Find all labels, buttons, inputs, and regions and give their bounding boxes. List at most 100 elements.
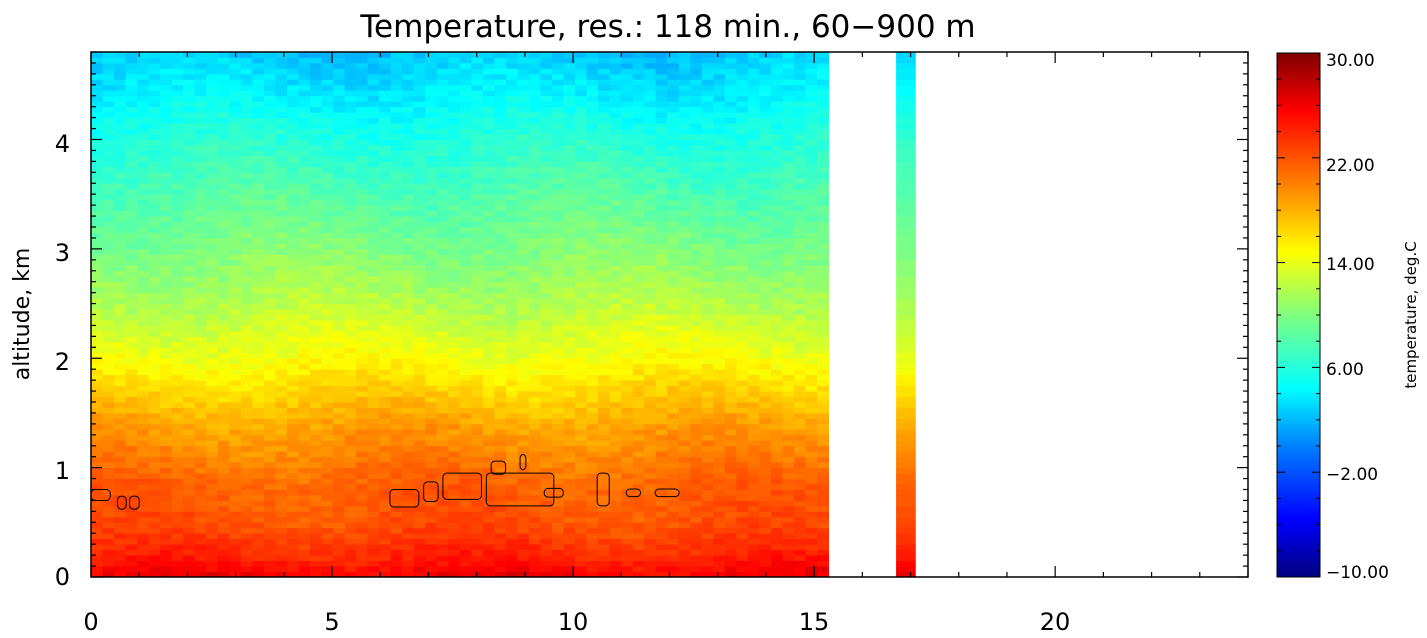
heatmap-cell — [402, 106, 415, 113]
heatmap-cell — [655, 106, 668, 113]
heatmap-cell — [609, 555, 622, 561]
heatmap-cell — [229, 57, 242, 64]
heatmap-cell — [367, 221, 380, 228]
heatmap-cell — [517, 341, 530, 348]
heatmap-cell — [644, 90, 657, 97]
heatmap-cell — [206, 478, 219, 485]
heatmap-cell — [402, 254, 415, 261]
heatmap-cell — [655, 560, 668, 567]
heatmap-cell — [413, 429, 426, 436]
heatmap-cell — [183, 445, 196, 452]
heatmap-cell — [505, 407, 518, 414]
heatmap-cell — [436, 309, 449, 315]
heatmap-cell — [494, 571, 507, 578]
heatmap-cell — [160, 248, 173, 255]
heatmap-cell — [194, 538, 207, 545]
heatmap-cell — [390, 418, 403, 425]
heatmap-cell — [609, 128, 622, 135]
heatmap-cell — [125, 549, 138, 556]
heatmap-cell — [206, 440, 219, 447]
heatmap-cell — [655, 484, 668, 490]
heatmap-cell — [505, 363, 518, 370]
heatmap-cell — [263, 155, 276, 162]
heatmap-cell — [125, 544, 138, 551]
heatmap-cell — [240, 385, 253, 392]
heatmap-cell — [229, 194, 242, 201]
heatmap-cell — [160, 358, 173, 365]
heatmap-cell — [586, 445, 599, 452]
heatmap-cell — [655, 139, 668, 146]
heatmap-cell — [240, 112, 253, 119]
heatmap-cell — [321, 560, 334, 567]
heatmap-cell — [217, 232, 230, 239]
heatmap-cell — [229, 451, 242, 458]
heatmap-cell — [632, 112, 645, 119]
heatmap-cell — [632, 243, 645, 250]
heatmap-cell — [528, 134, 541, 140]
heatmap-cell — [540, 243, 553, 250]
heatmap-cell — [471, 555, 484, 561]
heatmap-cell — [240, 161, 253, 168]
heatmap-cell — [114, 227, 126, 233]
heatmap-cell — [125, 90, 138, 97]
heatmap-cell — [540, 516, 553, 523]
heatmap-cell — [379, 276, 392, 283]
heatmap-cell — [494, 566, 507, 572]
heatmap-cell — [425, 451, 438, 458]
heatmap-cell — [632, 429, 645, 436]
heatmap-cell — [551, 161, 564, 168]
heatmap-cell — [413, 527, 426, 534]
heatmap-cell — [644, 358, 657, 365]
heatmap-cell — [575, 363, 587, 370]
heatmap-cell — [413, 210, 426, 217]
heatmap-cell — [171, 494, 184, 501]
heatmap-cell — [655, 101, 668, 108]
heatmap-cell — [402, 571, 415, 578]
heatmap-cell — [540, 527, 553, 534]
heatmap-cell — [91, 527, 103, 534]
heatmap-cell — [551, 101, 564, 108]
heatmap-cell — [425, 407, 438, 414]
heatmap-cell — [586, 407, 599, 414]
heatmap-cell — [194, 73, 207, 80]
heatmap-cell — [344, 467, 357, 474]
heatmap-cell — [517, 73, 530, 80]
heatmap-cell — [390, 95, 403, 102]
heatmap-cell — [356, 166, 368, 173]
heatmap-cell — [494, 325, 507, 332]
heatmap-cell — [551, 62, 564, 69]
heatmap-cell — [413, 533, 426, 540]
heatmap-cell — [678, 210, 691, 217]
heatmap-cell — [621, 385, 634, 392]
heatmap-cell — [91, 522, 103, 529]
heatmap-cell — [494, 177, 507, 184]
heatmap-cell — [344, 210, 357, 217]
heatmap-cell — [252, 347, 265, 354]
heatmap-cell — [379, 549, 392, 556]
heatmap-cell — [425, 467, 438, 474]
heatmap-cell — [667, 232, 680, 239]
heatmap-cell — [286, 494, 299, 501]
heatmap-cell — [137, 571, 150, 578]
heatmap-cell — [333, 500, 345, 507]
heatmap-cell — [240, 177, 253, 184]
heatmap-cell — [505, 123, 518, 129]
heatmap-cell — [598, 139, 611, 146]
heatmap-cell — [436, 68, 449, 75]
heatmap-cell — [644, 270, 657, 277]
heatmap-cell — [263, 494, 276, 501]
heatmap-cell — [194, 106, 207, 113]
heatmap-cell — [425, 418, 438, 425]
heatmap-cell — [644, 123, 657, 129]
heatmap-cell — [344, 489, 357, 496]
heatmap-cell — [206, 172, 219, 179]
heatmap-cell — [471, 276, 484, 283]
heatmap-cell — [148, 380, 161, 386]
heatmap-cell — [298, 139, 311, 146]
heatmap-cell — [448, 134, 461, 140]
heatmap-cell — [171, 90, 184, 97]
heatmap-cell — [632, 440, 645, 447]
heatmap-cell — [448, 347, 461, 354]
heatmap-cell — [148, 440, 161, 447]
heatmap-cell — [91, 161, 103, 168]
